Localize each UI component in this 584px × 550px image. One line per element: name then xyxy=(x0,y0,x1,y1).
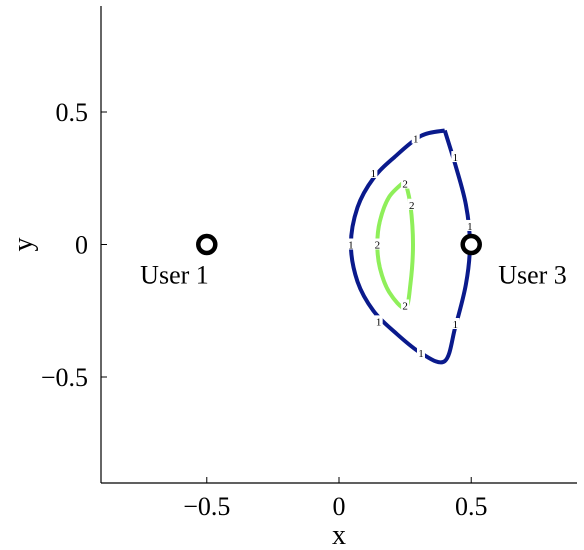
x-tick-label-0: −0.5 xyxy=(183,492,230,521)
user-marker-0 xyxy=(196,233,218,256)
contour-line-1 xyxy=(348,128,472,365)
x-tick-label-2: 0.5 xyxy=(455,492,488,521)
user-label-0: User 1 xyxy=(140,261,209,290)
contour-label-1-0: 1 xyxy=(348,240,354,252)
contour-label-bg-1-3 xyxy=(451,151,460,163)
contour-label-bg-1-5 xyxy=(451,318,460,329)
contour-label-bg-2-2 xyxy=(373,238,382,250)
user-label-1: User 3 xyxy=(498,261,567,290)
contour-label-2-3: 2 xyxy=(402,300,408,312)
y-tick-label-0: 0.5 xyxy=(56,98,89,127)
contour-line-2 xyxy=(375,179,415,311)
contour-label-bg-1-1 xyxy=(369,166,378,178)
x-axis-title: x xyxy=(332,520,346,550)
x-tick-label-1: 0 xyxy=(333,492,346,521)
contour-label-2-2: 2 xyxy=(375,240,381,252)
contour-label-2-0: 2 xyxy=(402,179,408,191)
user-marker-1 xyxy=(460,233,482,256)
contour-label-1-7: 1 xyxy=(376,316,382,328)
contour-label-bg-2-1 xyxy=(407,198,416,210)
contour-label-1-1: 1 xyxy=(371,168,377,180)
contour-label-1-4: 1 xyxy=(467,221,473,233)
y-tick-label-2: −0.5 xyxy=(41,363,88,392)
user-markers xyxy=(196,233,482,256)
contour-label-2-1: 2 xyxy=(409,200,415,212)
contour-label-bg-2-0 xyxy=(401,177,410,189)
contour-label-bg-1-0 xyxy=(346,238,355,250)
y-tick-label-1: 0 xyxy=(75,231,88,260)
contour-label-bg-2-3 xyxy=(401,299,410,311)
contour-label-bg-1-7 xyxy=(374,315,383,327)
y-axis-title: y xyxy=(8,238,39,252)
axes xyxy=(100,6,577,484)
contour-label-bg-1-2 xyxy=(411,132,420,144)
contour-label-bg-1-4 xyxy=(465,219,474,231)
contour-label-bg-1-6 xyxy=(416,347,425,359)
contour-label-1-2: 1 xyxy=(413,134,419,146)
contour-label-1-3: 1 xyxy=(453,152,459,164)
text-labels: −0.5 0 0.5 0.5 0 −0.5 x y User 1 User 3 xyxy=(8,98,567,550)
contour-label-1-5: 1 xyxy=(453,319,459,331)
contour-label-1-6: 1 xyxy=(418,348,424,360)
